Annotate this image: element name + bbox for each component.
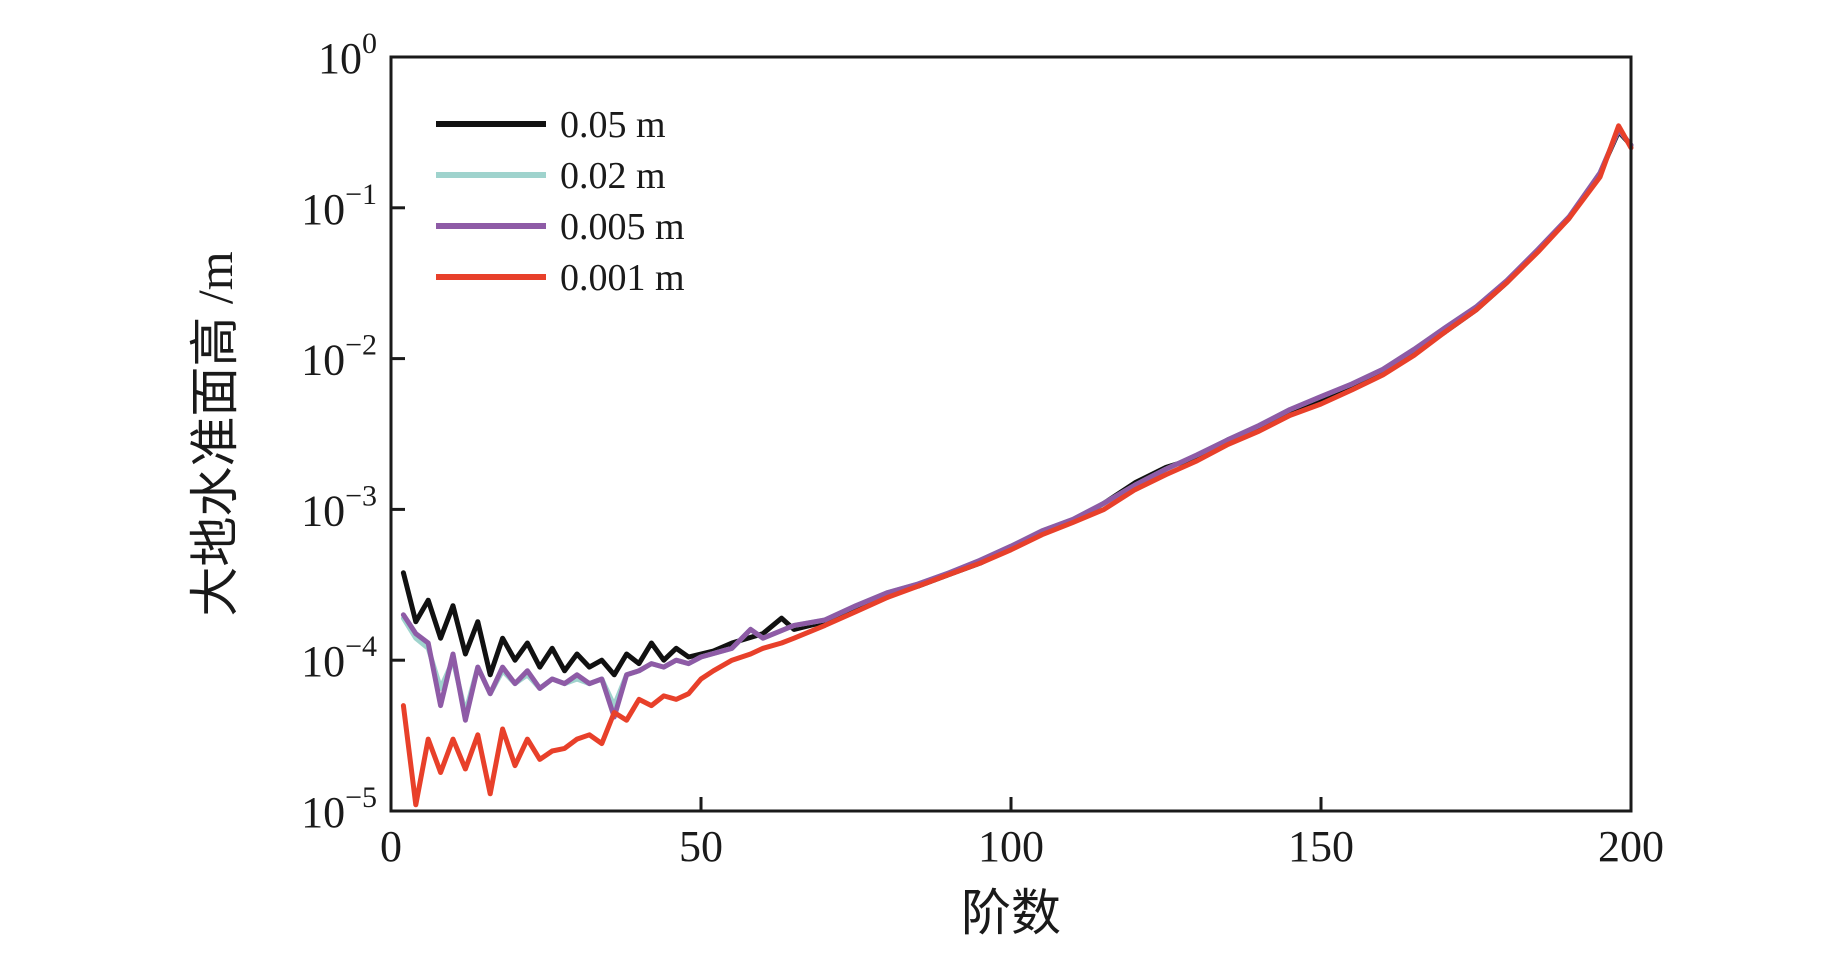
x-tick-label: 200: [1598, 822, 1664, 871]
x-tick-label: 100: [978, 822, 1044, 871]
y-axis-title: 大地水准面高 /m: [187, 251, 243, 616]
x-axis-title: 阶数: [961, 885, 1061, 941]
y-tick-label: 10−2: [301, 329, 377, 385]
x-tick-label: 50: [679, 822, 723, 871]
legend: 0.05 m 0.02 m 0.005 m 0.001 m: [436, 104, 685, 299]
x-axis: 0 50 100 150 200: [380, 797, 1664, 871]
legend-label: 0.005 m: [560, 206, 685, 248]
series-layer: [400, 123, 1634, 808]
y-tick-label: 10−1: [301, 178, 377, 234]
y-tick-label: 10−4: [301, 630, 377, 686]
y-axis: 100 10−1 10−2 10−3 10−4 10−5: [301, 27, 405, 837]
legend-label: 0.05 m: [560, 104, 666, 146]
legend-label: 0.02 m: [560, 155, 666, 197]
y-tick-label: 10−3: [301, 479, 377, 535]
series-line: [400, 123, 1634, 808]
x-tick-label: 0: [380, 822, 402, 871]
y-tick-label: 100: [318, 27, 377, 83]
y-tick-label: 10−5: [301, 781, 377, 837]
series-line: [400, 127, 1634, 723]
x-tick-label: 150: [1288, 822, 1354, 871]
legend-label: 0.001 m: [560, 257, 685, 299]
